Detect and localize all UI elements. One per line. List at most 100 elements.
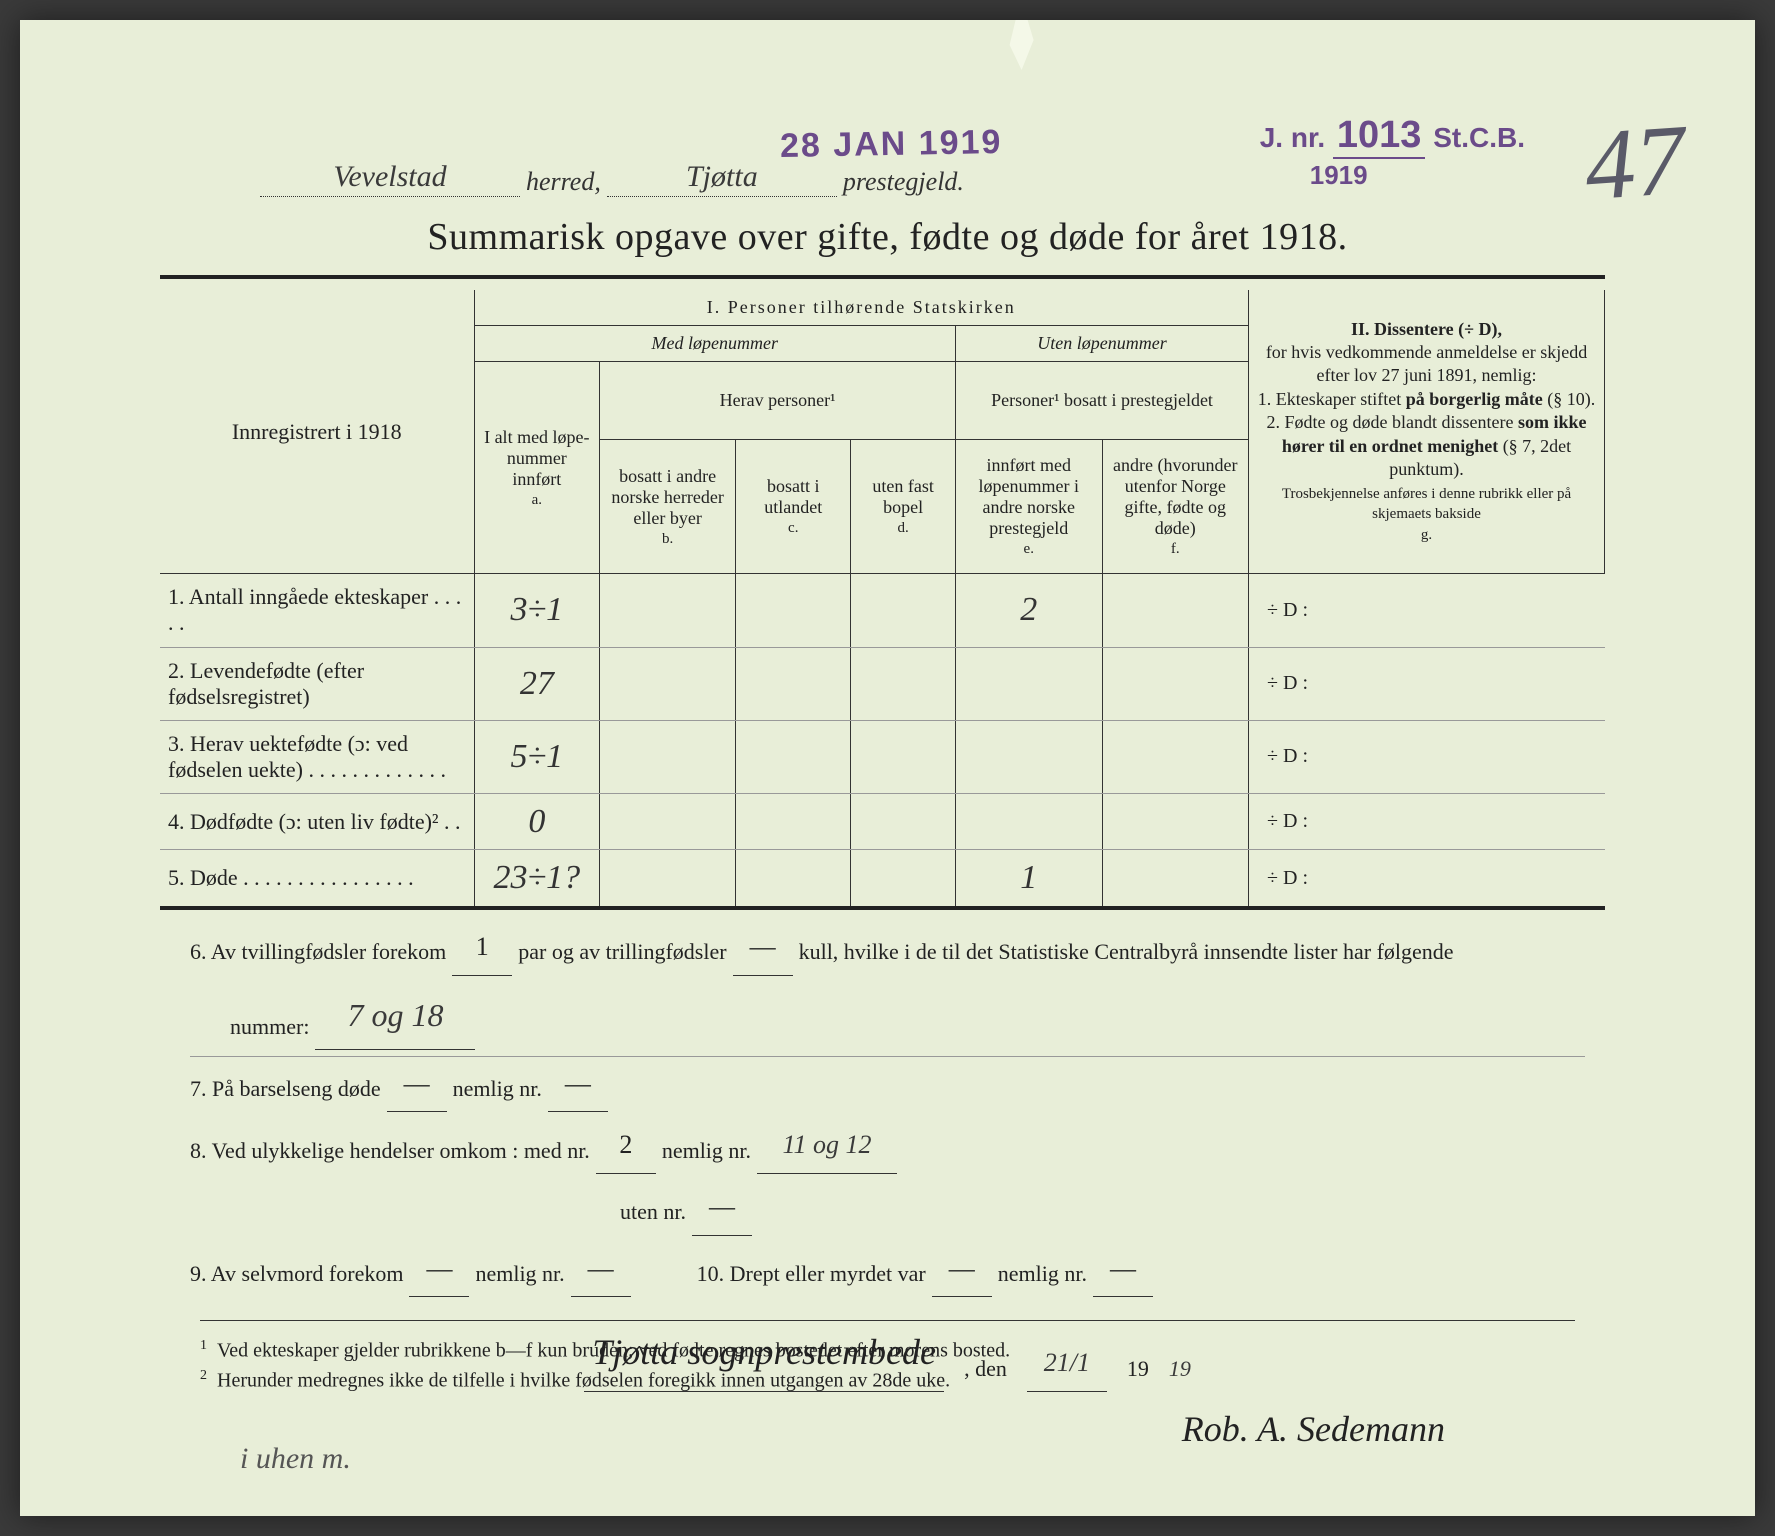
l6-twin-value: 1 (452, 920, 512, 976)
title-rule (160, 275, 1605, 279)
section2-item2: 2. Fødte og døde blandt dissentere som i… (1257, 411, 1596, 481)
cell-g: ÷ D : (1249, 793, 1605, 849)
col-sub-e: e. (964, 541, 1094, 558)
cell-c (736, 647, 851, 720)
cell-d (851, 720, 956, 793)
row-label: 1. Antall inngåede ekteskaper . . . . . (160, 574, 474, 647)
table-row: 4. Dødfødte (ɔ: uten liv fødte)² . . 0 ÷… (160, 793, 1605, 849)
table-row: 3. Herav uektefødte (ɔ: ved fødselen uek… (160, 720, 1605, 793)
cell-f (1102, 793, 1249, 849)
col-sub-a: a. (483, 492, 592, 509)
line-7: 7. På barselseng døde — nemlig nr. — (190, 1057, 1585, 1113)
row-label: 4. Dødfødte (ɔ: uten liv fødte)² . . (160, 793, 474, 849)
l10-nr: — (1093, 1242, 1153, 1298)
cell-a: 5÷1 (474, 720, 600, 793)
l9b: nemlig nr. (475, 1251, 564, 1297)
cell-f (1102, 720, 1249, 793)
l9-nr: — (571, 1242, 631, 1298)
cell-b (600, 574, 736, 647)
l8-med: 2 (596, 1118, 656, 1174)
l6d: nummer: (230, 1004, 309, 1050)
l8c: uten nr. (620, 1189, 686, 1235)
section2-cell: II. Dissentere (÷ D), for hvis vedkommen… (1249, 290, 1605, 574)
bottom-handwriting: i uhen m. (240, 1442, 351, 1476)
col-d-text: uten fast bopel (872, 476, 933, 517)
herred-value: Vevelstad (260, 160, 520, 197)
section2-title: II. Dissentere (÷ D), (1351, 319, 1502, 339)
l10a: 10. Drept eller myrdet var (697, 1251, 926, 1297)
cell-g: ÷ D : (1249, 647, 1605, 720)
col-header-med-lop: Med løpenummer (474, 325, 955, 361)
col-header-herav: Herav personer¹ (600, 361, 956, 439)
l10-value: — (932, 1242, 992, 1298)
cell-c (736, 720, 851, 793)
cell-e (955, 793, 1102, 849)
col-sub-b: b. (608, 531, 727, 548)
l8a: 8. Ved ulykkelige hendelser omkom : med … (190, 1128, 590, 1174)
cell-g: ÷ D : (1249, 720, 1605, 793)
prestegjeld-label: prestegjeld. (843, 167, 964, 197)
col-header-c: bosatt i utlandet c. (736, 440, 851, 574)
line-6: 6. Av tvillingfødsler forekom 1 par og a… (190, 920, 1585, 976)
cell-d (851, 850, 956, 908)
footnotes: 1Ved ekteskaper gjelder rubrikkene b—f k… (200, 1320, 1575, 1396)
cell-f (1102, 574, 1249, 647)
cell-b (600, 793, 736, 849)
page-number-handwritten: 47 (1581, 102, 1689, 224)
l10b: nemlig nr. (998, 1251, 1087, 1297)
prestegjeld-value: Tjøtta (607, 160, 837, 197)
l6a: 6. Av tvillingfødsler forekom (190, 929, 446, 975)
jnr-suffix: St.C.B. (1433, 122, 1525, 153)
l8-nrs: 11 og 12 (757, 1118, 897, 1174)
footnote-1: 1Ved ekteskaper gjelder rubrikkene b—f k… (200, 1335, 1575, 1366)
col-b-text: bosatt i andre norske herreder eller bye… (611, 466, 723, 528)
section2-item1: 1. Ekteskaper stiftet på borgerlig måte … (1257, 388, 1596, 411)
col-header-f: andre (hvorunder utenfor Norge gifte, fø… (1102, 440, 1249, 574)
line-8b: uten nr. — (620, 1180, 1585, 1236)
col-f-text: andre (hvorunder utenfor Norge gifte, fø… (1113, 455, 1237, 538)
cell-g: ÷ D : (1249, 574, 1605, 647)
paper-tear (992, 20, 1052, 70)
document-page: 28 JAN 1919 J. nr. 1013 St.C.B. 1919 47 … (20, 20, 1755, 1516)
l9a: 9. Av selvmord forekom (190, 1251, 403, 1297)
col-sub-f: f. (1111, 541, 1241, 558)
cell-c (736, 793, 851, 849)
cell-d (851, 574, 956, 647)
col-e-text: innført med løpenummer i andre norske pr… (979, 455, 1079, 538)
jnr-year: 1919 (1310, 161, 1525, 190)
col-sub-g: g. (1257, 526, 1596, 546)
cell-d (851, 647, 956, 720)
col-sub-d: d. (859, 520, 947, 537)
cell-e: 1 (955, 850, 1102, 908)
jnr-number: 1013 (1333, 115, 1426, 159)
col-header-b: bosatt i andre norske herreder eller bye… (600, 440, 736, 574)
col-header-a: I alt med løpe-nummer innført a. (474, 361, 600, 574)
cell-e (955, 720, 1102, 793)
col-sub-c: c. (744, 520, 842, 537)
col-header-d: uten fast bopel d. (851, 440, 956, 574)
cell-a: 3÷1 (474, 574, 600, 647)
cell-f (1102, 647, 1249, 720)
l6c: kull, hvilke i de til det Statistiske Ce… (799, 929, 1454, 975)
cell-a: 0 (474, 793, 600, 849)
table-row: 1. Antall inngåede ekteskaper . . . . . … (160, 574, 1605, 647)
cell-e: 2 (955, 574, 1102, 647)
l7-value: — (387, 1057, 447, 1113)
col-header-pers-bosatt: Personer¹ bosatt i prestegjeldet (955, 361, 1248, 439)
footnote-2: 2Herunder medregnes ikke de tilfelle i h… (200, 1365, 1575, 1396)
signature: Rob. A. Sedemann (1182, 1409, 1445, 1449)
section1-title: I. Personer tilhørende Statskirken (474, 290, 1249, 325)
cell-a: 23÷1? (474, 850, 600, 908)
col-header-uten-lop: Uten løpenummer (955, 325, 1248, 361)
l9-value: — (409, 1242, 469, 1298)
row-label: 2. Levendefødte (efter fødselsregistret) (160, 647, 474, 720)
l6b: par og av trillingfødsler (518, 929, 726, 975)
cell-f (1102, 850, 1249, 908)
cell-d (851, 793, 956, 849)
l8b: nemlig nr. (662, 1128, 751, 1174)
line-8: 8. Ved ulykkelige hendelser omkom : med … (190, 1118, 1585, 1174)
table-row: 5. Døde . . . . . . . . . . . . . . . . … (160, 850, 1605, 908)
main-table: Innregistrert i 1918 I. Personer tilhøre… (160, 290, 1605, 910)
herred-label: herred, (526, 167, 601, 197)
main-table-container: Innregistrert i 1918 I. Personer tilhøre… (160, 290, 1605, 910)
